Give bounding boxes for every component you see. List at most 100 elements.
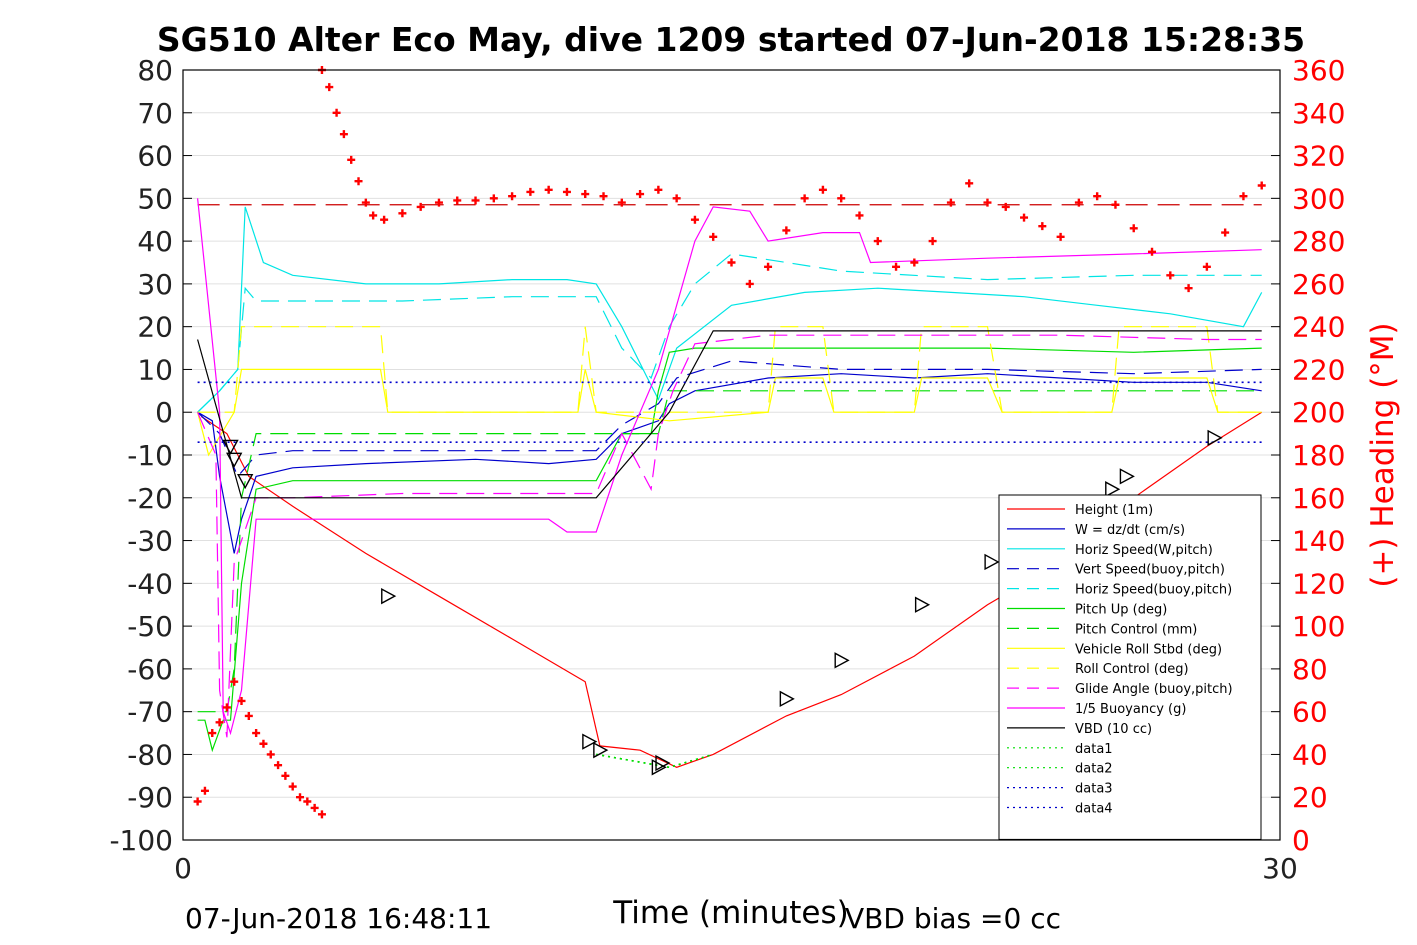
right-axis-label: (+) Heading (°M) bbox=[1365, 322, 1401, 587]
tick-label-right: 240 bbox=[1292, 311, 1345, 344]
heading-point bbox=[983, 198, 992, 207]
series-line-roll-control-deg bbox=[197, 326, 1262, 413]
marker-right-triangle bbox=[1119, 468, 1135, 485]
heading-point bbox=[672, 194, 681, 203]
tick-label-left: 20 bbox=[137, 311, 173, 344]
legend-label: Glide Angle (buoy,pitch) bbox=[1075, 682, 1233, 697]
heading-point bbox=[230, 677, 239, 686]
series-line-horiz-speed-buoy-pitch bbox=[197, 253, 1262, 413]
heading-point bbox=[965, 179, 974, 188]
tick-label-right: 120 bbox=[1292, 567, 1345, 600]
series-line-1-5-buoyancy-g bbox=[197, 198, 1262, 736]
heading-point bbox=[244, 711, 253, 720]
tick-label-right: 100 bbox=[1292, 610, 1345, 643]
heading-point bbox=[837, 194, 846, 203]
tick-label-left: 80 bbox=[137, 54, 173, 87]
marker-right-triangle bbox=[834, 652, 850, 669]
tick-label-left: -60 bbox=[127, 653, 173, 686]
right-axis-ticks: 3603403203002802602402202001801601401201… bbox=[1271, 54, 1345, 857]
tick-label-right: 0 bbox=[1292, 824, 1310, 857]
tick-label-x: 0 bbox=[174, 852, 192, 885]
tick-label-left: 70 bbox=[137, 97, 173, 130]
tick-label-left: -20 bbox=[127, 482, 173, 515]
heading-point bbox=[369, 211, 378, 220]
heading-point bbox=[1074, 198, 1083, 207]
marker-right-triangle bbox=[984, 553, 1000, 571]
tick-label-right: 140 bbox=[1292, 525, 1345, 558]
heading-point bbox=[617, 198, 626, 207]
tick-label-left: 30 bbox=[137, 268, 173, 301]
tick-label-right: 80 bbox=[1292, 653, 1328, 686]
heading-point bbox=[1056, 232, 1065, 241]
legend: Height (1m) W = dz/dt (cm/s) Horiz Speed(W… bbox=[998, 494, 1262, 840]
legend-label: Vehicle Roll Stbd (deg) bbox=[1075, 642, 1222, 657]
x-axis-label: Time (minutes) bbox=[612, 895, 848, 931]
heading-point bbox=[892, 262, 901, 271]
heading-point bbox=[303, 797, 312, 806]
tick-label-right: 280 bbox=[1292, 225, 1345, 258]
tick-label-right: 160 bbox=[1292, 482, 1345, 515]
tick-label-right: 180 bbox=[1292, 439, 1345, 472]
marker-right-triangle bbox=[1105, 481, 1121, 498]
heading-point bbox=[489, 194, 498, 203]
heading-point bbox=[764, 262, 773, 271]
series-line-horiz-speed-w-pitch bbox=[197, 206, 1263, 413]
heading-point bbox=[1239, 192, 1248, 201]
marker-right-triangle bbox=[1207, 429, 1223, 447]
tick-label-left: 0 bbox=[155, 396, 173, 429]
heading-point bbox=[946, 198, 955, 207]
tick-label-left: -40 bbox=[127, 567, 173, 600]
legend-label: VBD (10 cc) bbox=[1075, 722, 1152, 737]
heading-point bbox=[266, 750, 275, 759]
chart-title: SG510 Alter Eco May, dive 1209 started 0… bbox=[157, 20, 1305, 59]
heading-point bbox=[1001, 202, 1010, 211]
heading-point bbox=[818, 185, 827, 194]
heading-point bbox=[1148, 247, 1157, 256]
heading-point bbox=[508, 192, 517, 201]
heading-point bbox=[193, 797, 202, 806]
heading-point bbox=[354, 177, 363, 186]
heading-point bbox=[636, 190, 645, 199]
heading-point bbox=[709, 232, 718, 241]
tick-label-left: 10 bbox=[137, 353, 173, 386]
legend-label: Roll Control (deg) bbox=[1075, 662, 1189, 677]
time-markers bbox=[222, 429, 1223, 776]
legend-label: Vert Speed(buoy,pitch) bbox=[1075, 563, 1225, 578]
legend-label: data3 bbox=[1075, 782, 1113, 797]
heading-point bbox=[288, 782, 297, 791]
marker-right-triangle bbox=[655, 754, 671, 772]
legend-label: Height (1m) bbox=[1075, 503, 1153, 518]
heading-point bbox=[544, 185, 553, 194]
heading-point bbox=[398, 209, 407, 218]
heading-point bbox=[910, 258, 919, 267]
heading-point bbox=[581, 190, 590, 199]
heading-point bbox=[599, 192, 608, 201]
heading-point bbox=[855, 211, 864, 220]
legend-label: Horiz Speed(W,pitch) bbox=[1075, 543, 1213, 558]
heading-point bbox=[1129, 224, 1138, 233]
legend-label: W = dz/dt (cm/s) bbox=[1075, 523, 1185, 538]
marker-right-triangle bbox=[914, 596, 931, 613]
marker-down-triangle bbox=[236, 473, 254, 490]
heading-point bbox=[690, 215, 699, 224]
tick-label-left: 40 bbox=[137, 225, 173, 258]
legend-label: Pitch Control (mm) bbox=[1075, 622, 1197, 637]
legend-label: Horiz Speed(buoy,pitch) bbox=[1075, 583, 1232, 598]
footer-vbd-bias: VBD bias =0 cc bbox=[845, 902, 1061, 935]
tick-label-left: 50 bbox=[137, 182, 173, 215]
heading-markers bbox=[193, 66, 1266, 819]
tick-label-left: 60 bbox=[137, 140, 173, 173]
legend-label: data4 bbox=[1075, 802, 1113, 817]
heading-point bbox=[873, 237, 882, 246]
series-line-pitch-control-mm bbox=[197, 390, 1262, 713]
tick-label-right: 60 bbox=[1292, 696, 1328, 729]
heading-point bbox=[434, 198, 443, 207]
heading-point bbox=[1020, 213, 1029, 222]
legend-label: data1 bbox=[1075, 742, 1113, 757]
marker-right-triangle bbox=[779, 690, 795, 708]
heading-point bbox=[208, 729, 217, 738]
heading-point bbox=[1038, 222, 1047, 231]
heading-point bbox=[1166, 271, 1175, 280]
footer-timestamp: 07-Jun-2018 16:48:11 bbox=[185, 902, 492, 935]
